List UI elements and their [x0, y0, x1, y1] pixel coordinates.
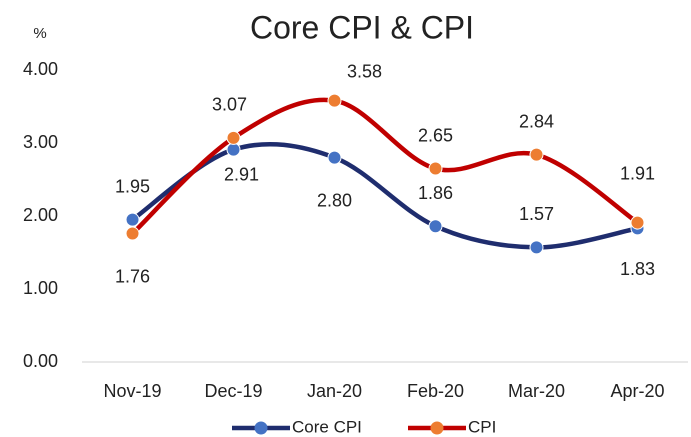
y-tick-label: 2.00: [23, 205, 58, 225]
y-tick-label: 1.00: [23, 278, 58, 298]
data-label: 1.76: [115, 266, 150, 286]
marker: [630, 215, 645, 230]
x-tick-label: Feb-20: [407, 381, 464, 401]
chart-title: Core CPI & CPI: [250, 9, 474, 45]
data-label: 1.95: [115, 176, 150, 196]
x-tick-label: Dec-19: [204, 381, 262, 401]
legend-marker: [430, 421, 444, 435]
marker: [529, 240, 544, 255]
data-label: 3.58: [347, 61, 382, 81]
data-label: 2.91: [224, 164, 259, 184]
data-label: 1.91: [620, 163, 655, 183]
legend-label: CPI: [468, 417, 496, 436]
line: [130, 97, 639, 236]
marker: [226, 130, 241, 145]
marker: [226, 142, 241, 157]
data-label: 3.07: [212, 95, 247, 115]
marker: [327, 150, 342, 165]
data-label: 2.80: [317, 190, 352, 210]
data-label: 2.84: [519, 111, 554, 131]
y-axis-label: %: [33, 25, 46, 42]
data-label: 1.86: [418, 183, 453, 203]
data-label: 1.83: [620, 259, 655, 279]
data-label: 2.65: [418, 125, 453, 145]
x-tick-label: Nov-19: [103, 381, 161, 401]
data-label: 1.57: [519, 204, 554, 224]
line: [131, 141, 638, 250]
marker: [125, 212, 140, 227]
x-tick-label: Jan-20: [307, 381, 362, 401]
marker: [428, 219, 443, 234]
y-tick-label: 4.00: [23, 59, 58, 79]
marker: [428, 161, 443, 176]
marker: [125, 226, 140, 241]
marker: [529, 147, 544, 162]
y-tick-label: 0.00: [23, 351, 58, 371]
x-tick-label: Mar-20: [508, 381, 565, 401]
marker: [327, 93, 342, 108]
x-tick-label: Apr-20: [610, 381, 664, 401]
legend-marker: [254, 421, 268, 435]
y-tick-label: 3.00: [23, 132, 58, 152]
legend-label: Core CPI: [292, 417, 362, 436]
